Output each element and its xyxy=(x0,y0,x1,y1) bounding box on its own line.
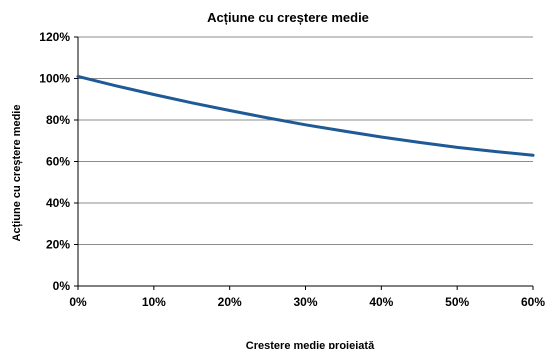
x-tick-labels: 0% 10% 20% 30% 40% 50% 60% xyxy=(69,295,545,309)
y-tick-label: 0% xyxy=(53,279,71,293)
axis-layer xyxy=(74,36,534,290)
y-tick-label: 100% xyxy=(39,72,70,86)
y-tick-label: 60% xyxy=(46,155,70,169)
y-tick-label: 40% xyxy=(46,196,70,210)
grid-layer xyxy=(78,36,533,245)
y-tick-label: 120% xyxy=(39,30,70,44)
x-tick-label: 0% xyxy=(69,295,87,309)
y-tick-label: 20% xyxy=(46,238,70,252)
x-tick-label: 30% xyxy=(293,295,317,309)
y-axis-label: Acțiune cu creștere medie xyxy=(11,105,23,242)
series-line-0 xyxy=(76,74,535,157)
x-tick-label: 60% xyxy=(521,295,545,309)
y-tick-label: 80% xyxy=(46,113,70,127)
x-axis-label: Crestere medie proiejată xyxy=(246,340,375,349)
y-tick-labels: 0% 20% 40% 60% 80% 100% 120% xyxy=(39,30,70,293)
x-tick-label: 10% xyxy=(142,295,166,309)
x-tick-label: 40% xyxy=(369,295,393,309)
series-layer xyxy=(76,74,535,157)
x-tick-label: 50% xyxy=(445,295,469,309)
chart-title: Acțiune cu creștere medie xyxy=(207,10,369,25)
x-tick-label: 20% xyxy=(218,295,242,309)
